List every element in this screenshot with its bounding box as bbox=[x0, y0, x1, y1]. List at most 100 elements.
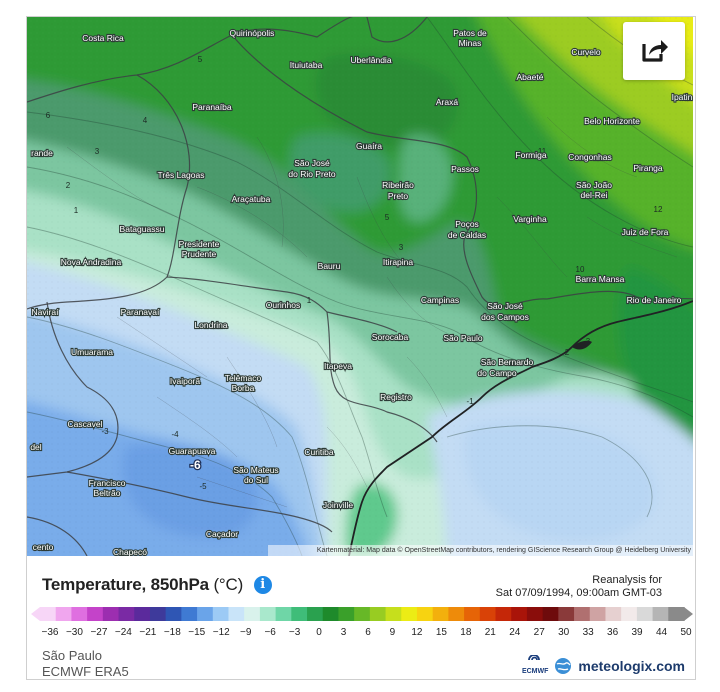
city-label: Nova Andradina bbox=[61, 257, 122, 267]
city-label: Barra Mansa bbox=[576, 274, 625, 284]
city-label: Francisco bbox=[89, 478, 126, 488]
city-label: Abaeté bbox=[517, 72, 544, 82]
city-label: de Caldas bbox=[448, 230, 486, 240]
scale-tick-label: 36 bbox=[607, 627, 619, 638]
scale-swatch bbox=[479, 607, 497, 621]
ecmwf-logo-text: ECMWF bbox=[521, 668, 549, 675]
city-label: Naviraí bbox=[32, 307, 60, 317]
contour-label: 5 bbox=[198, 55, 203, 64]
city-label: São Paulo bbox=[443, 333, 482, 343]
scale-tick-label: −9 bbox=[239, 627, 252, 638]
city-label: Telêmaco bbox=[225, 373, 262, 383]
city-label: del-Rei bbox=[581, 190, 608, 200]
city-label: Campinas bbox=[421, 295, 459, 305]
reanalysis-datetime: Sat 07/09/1994, 09:00am GMT-03 bbox=[495, 587, 662, 599]
scale-swatch bbox=[197, 607, 214, 621]
ecmwf-logo-icon bbox=[528, 654, 541, 661]
scale-tick-label: 6 bbox=[365, 627, 371, 638]
temperature-map[interactable]: 5 6 4 3 2 1 5 3 1 11 12 10 3 2 -1 -3 -4 -5 -6 Costa Rica Qui… bbox=[27, 17, 693, 556]
city-label: Ipatin bbox=[672, 92, 693, 102]
scale-arrow-left bbox=[31, 607, 40, 621]
info-icon[interactable]: i bbox=[253, 576, 272, 594]
city-label: Três Lagoas bbox=[158, 170, 205, 180]
ecmwf-logo: ECMWF bbox=[521, 654, 549, 676]
legend-title-text: Temperature, 850hPa bbox=[42, 575, 209, 594]
meteologix-globe-icon bbox=[555, 657, 572, 674]
location-name: São Paulo bbox=[42, 648, 102, 663]
borders bbox=[27, 17, 693, 556]
scale-swatch bbox=[259, 607, 277, 621]
city-label: do Campo bbox=[477, 368, 516, 378]
contour-label: 2 bbox=[66, 181, 71, 190]
city-label: Preto bbox=[388, 191, 409, 201]
brand-name[interactable]: meteologix.com bbox=[578, 657, 685, 674]
legend-title: Temperature, 850hPa (°C) i bbox=[42, 575, 272, 595]
city-label: Ribeirão bbox=[382, 180, 414, 190]
contour-label: 1 bbox=[307, 296, 312, 305]
scale-swatch bbox=[464, 607, 481, 621]
city-label: Costa Rica bbox=[82, 33, 124, 43]
share-button[interactable] bbox=[623, 22, 685, 80]
scale-tick-label: 18 bbox=[460, 627, 472, 638]
scale-swatch bbox=[40, 607, 57, 621]
scale-tick-label: 39 bbox=[631, 627, 643, 638]
city-label: São João bbox=[576, 180, 612, 190]
contour-label: 12 bbox=[654, 205, 663, 214]
scale-swatch bbox=[558, 607, 575, 621]
scale-tick-label: 12 bbox=[411, 627, 423, 638]
city-label: Uberlândia bbox=[350, 55, 391, 65]
scale-swatch bbox=[495, 607, 512, 621]
city-label: Ituiutaba bbox=[290, 60, 323, 70]
city-label: Itapeva bbox=[324, 361, 352, 371]
city-label: dos Campos bbox=[481, 312, 529, 322]
city-label: Borba bbox=[232, 383, 255, 393]
city-label: Poços bbox=[455, 219, 479, 229]
scale-swatch bbox=[102, 607, 120, 621]
city-label: Juiz de Fora bbox=[622, 227, 669, 237]
scale-tick-label: 33 bbox=[582, 627, 594, 638]
scale-swatch bbox=[416, 607, 434, 621]
contour-label: 3 bbox=[399, 243, 404, 252]
reanalysis-info: Reanalysis for Sat 07/09/1994, 09:00am G… bbox=[496, 574, 662, 600]
color-scale-ticks: −36 −30 −27 −24 −21 −18 −15 −12 −9 −6 −3 0 3 6 9 12 15 18… bbox=[30, 627, 692, 641]
city-label: do Sul bbox=[244, 475, 268, 485]
scale-arrow-right bbox=[684, 607, 693, 621]
contour-label: 3 bbox=[586, 337, 591, 346]
city-label: rande bbox=[31, 148, 53, 158]
contour-label: 10 bbox=[576, 265, 585, 274]
city-label: São José bbox=[487, 301, 523, 311]
scale-swatch bbox=[526, 607, 544, 621]
city-label: Paranavaí bbox=[121, 307, 160, 317]
city-label: Belo Horizonte bbox=[584, 116, 640, 126]
scale-swatch bbox=[71, 607, 88, 621]
scale-tick-label: 21 bbox=[484, 627, 496, 638]
city-label: Umuarama bbox=[71, 347, 113, 357]
scale-tick-label: 44 bbox=[655, 627, 668, 638]
scale-tick-label: −3 bbox=[288, 627, 301, 638]
city-label: Guarapuava bbox=[169, 446, 216, 456]
contour-lines bbox=[27, 17, 693, 556]
contour-label: 1 bbox=[74, 206, 79, 215]
scale-swatch bbox=[385, 607, 402, 621]
contour-label: -1 bbox=[466, 397, 474, 406]
scale-swatch bbox=[307, 607, 324, 621]
city-label: Curvelo bbox=[571, 47, 601, 57]
scale-tick-label: 9 bbox=[389, 627, 396, 638]
scale-swatch bbox=[118, 607, 135, 621]
city-label: del bbox=[30, 442, 41, 452]
city-label: Varginha bbox=[513, 214, 547, 224]
scale-swatch bbox=[432, 607, 449, 621]
city-label: São José bbox=[294, 158, 330, 168]
city-label: Chapecó bbox=[113, 547, 147, 556]
contour-label: 3 bbox=[95, 147, 100, 156]
brand-area: ECMWF meteologix.com bbox=[521, 654, 685, 676]
scale-swatch bbox=[165, 607, 182, 621]
scale-tick-label: −21 bbox=[139, 627, 157, 638]
coastline bbox=[348, 300, 693, 556]
scale-swatch bbox=[275, 607, 292, 621]
scale-tick-label: −6 bbox=[264, 627, 276, 638]
contour-label: 2 bbox=[565, 348, 570, 357]
scale-swatch bbox=[574, 607, 591, 621]
